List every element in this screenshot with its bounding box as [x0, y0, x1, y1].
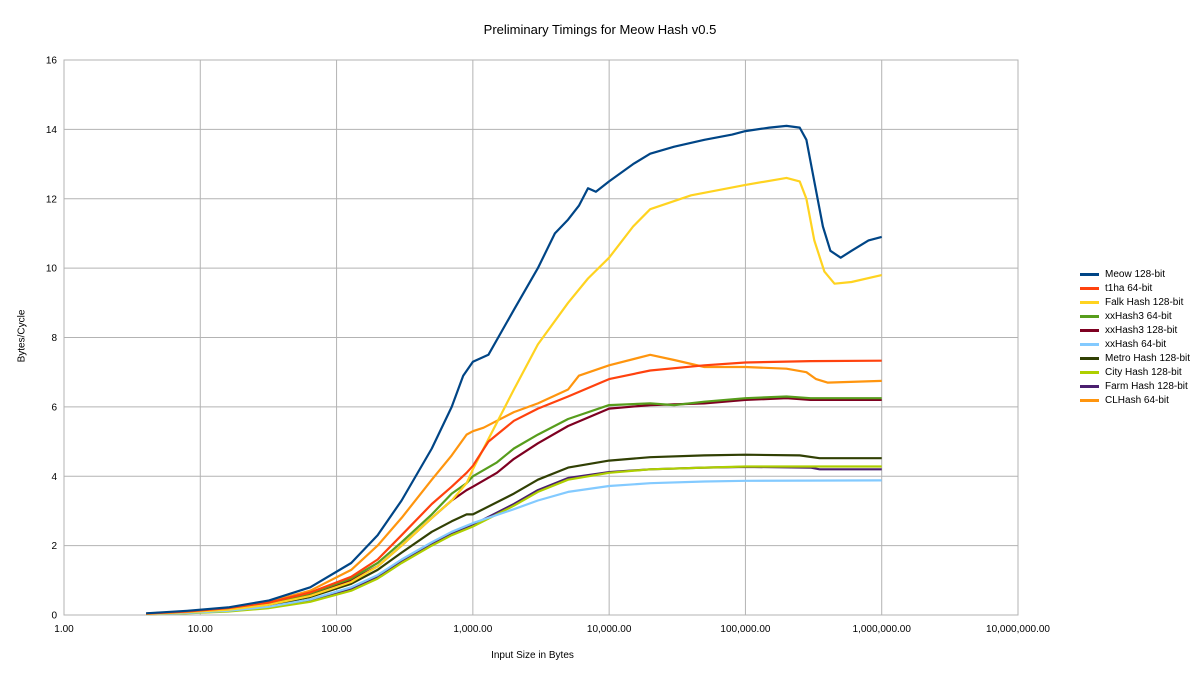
y-tick-label: 2	[51, 541, 57, 552]
legend-item: t1ha 64-bit	[1080, 281, 1190, 295]
y-axis-tick-labels: 0 2 4 6 8 10 12 14 16	[46, 56, 58, 622]
legend-swatch	[1080, 328, 1099, 332]
legend-swatch	[1080, 286, 1099, 290]
y-tick-label: 8	[51, 333, 57, 344]
legend-item: Meow 128-bit	[1080, 267, 1190, 281]
y-tick-label: 16	[46, 56, 58, 67]
legend: Meow 128-bit t1ha 64-bit Falk Hash 128-bit…	[1080, 267, 1190, 407]
legend-item: Farm Hash 128-bit	[1080, 379, 1190, 393]
y-tick-label: 4	[51, 472, 57, 483]
series-line-falk-hash-128-bit	[146, 176, 882, 616]
legend-item: Falk Hash 128-bit	[1080, 295, 1190, 309]
series-line-farm-hash-128-bit	[146, 465, 882, 616]
series-line-clhash-64-bit	[146, 353, 882, 615]
x-tick-label: 1,000,000.00	[853, 624, 912, 635]
legend-label: t1ha 64-bit	[1105, 282, 1153, 294]
x-tick-label: 100,000.00	[720, 624, 770, 635]
series-line-t1ha-64-bit	[146, 359, 882, 615]
x-tick-label: 10.00	[188, 624, 213, 635]
legend-label: xxHash3 64-bit	[1105, 310, 1172, 322]
y-tick-label: 12	[46, 194, 58, 205]
legend-item: CLHash 64-bit	[1080, 393, 1190, 407]
y-tick-label: 14	[46, 125, 58, 136]
y-tick-label: 0	[51, 611, 57, 622]
series-layer	[146, 124, 882, 616]
y-tick-label: 6	[51, 402, 57, 413]
series-line-xxhash-64-bit	[146, 479, 882, 616]
legend-item: City Hash 128-bit	[1080, 365, 1190, 379]
legend-item: Metro Hash 128-bit	[1080, 351, 1190, 365]
x-axis-label: Input Size in Bytes	[491, 650, 574, 661]
legend-item: xxHash3 64-bit	[1080, 309, 1190, 323]
legend-label: Metro Hash 128-bit	[1105, 352, 1191, 364]
legend-label: xxHash3 128-bit	[1105, 324, 1178, 336]
legend-swatch	[1080, 398, 1099, 402]
x-tick-label: 10,000.00	[587, 624, 632, 635]
legend-label: Falk Hash 128-bit	[1105, 296, 1184, 308]
legend-swatch	[1080, 342, 1099, 346]
legend-swatch	[1080, 384, 1099, 388]
series-line-meow-128-bit	[146, 124, 882, 615]
legend-swatch	[1080, 272, 1099, 276]
legend-item: xxHash 64-bit	[1080, 337, 1190, 351]
series-line-city-hash-128-bit	[146, 465, 882, 616]
chart-title: Preliminary Timings for Meow Hash v0.5	[483, 22, 717, 37]
x-tick-label: 100.00	[321, 624, 352, 635]
series-line-metro-hash-128-bit	[146, 453, 882, 616]
legend-item: xxHash3 128-bit	[1080, 323, 1190, 337]
plot-area-frame	[63, 59, 1019, 616]
legend-label: City Hash 128-bit	[1105, 366, 1182, 378]
legend-swatch	[1080, 370, 1099, 374]
grid-lines	[63, 59, 1019, 616]
y-axis-label: Bytes/Cycle	[16, 309, 28, 363]
x-tick-label: 10,000,000.00	[986, 624, 1050, 635]
legend-label: Meow 128-bit	[1105, 268, 1166, 280]
x-tick-label: 1.00	[54, 624, 74, 635]
x-tick-label: 1,000.00	[453, 624, 492, 635]
legend-swatch	[1080, 314, 1099, 318]
x-axis-tick-labels: 1.00 10.00 100.00 1,000.00 10,000.00 100,000.…	[54, 624, 1050, 635]
legend-label: CLHash 64-bit	[1105, 394, 1169, 406]
legend-label: Farm Hash 128-bit	[1105, 380, 1188, 392]
y-tick-label: 10	[46, 264, 58, 275]
legend-swatch	[1080, 356, 1099, 360]
legend-label: xxHash 64-bit	[1105, 338, 1167, 350]
legend-swatch	[1080, 300, 1099, 304]
